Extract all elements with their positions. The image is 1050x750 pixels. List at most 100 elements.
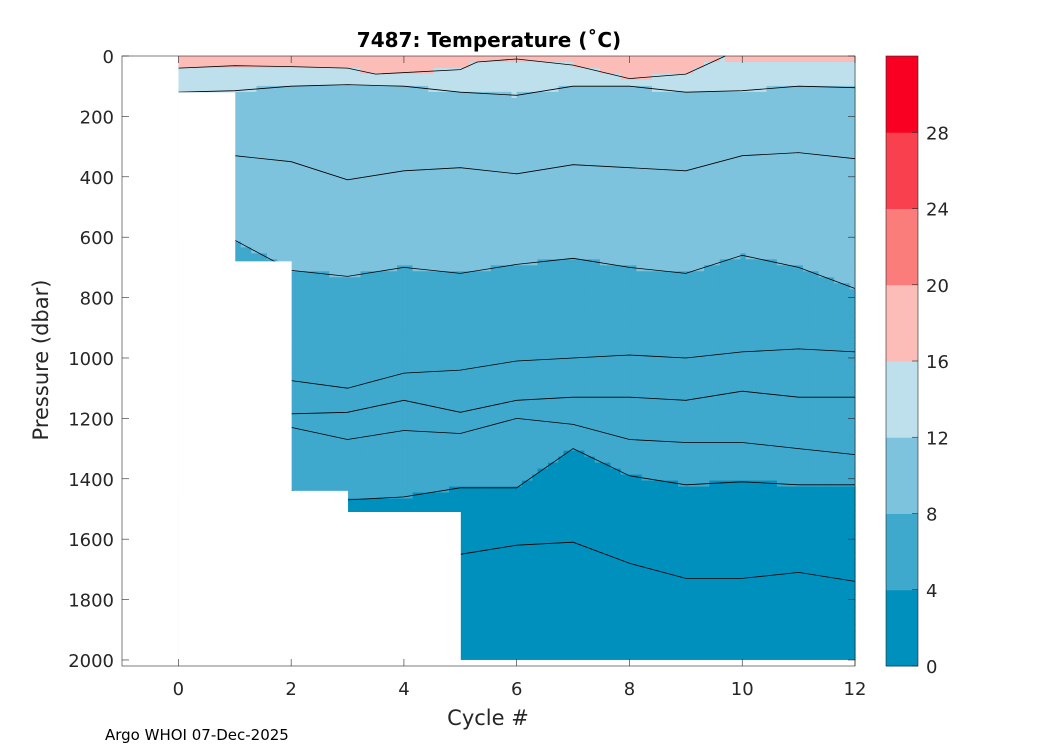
temperature-cell: [396, 115, 403, 123]
temperature-cell: [251, 193, 258, 201]
temperature-cell: [334, 372, 341, 380]
temperature-cell: [433, 205, 440, 213]
temperature-cell: [423, 354, 429, 362]
temperature-cell: [360, 241, 367, 248]
temperature-cell: [344, 97, 351, 105]
temperature-cell: [344, 175, 351, 183]
temperature-cell: [407, 438, 414, 446]
temperature-cell: [391, 61, 398, 69]
temperature-cell: [261, 133, 268, 141]
temperature-cell: [402, 199, 408, 207]
temperature-cell: [417, 97, 424, 105]
temperature-cell: [370, 127, 377, 135]
temperature-cell: [360, 56, 367, 63]
temperature-cell: [381, 217, 388, 225]
temperature-cell: [251, 103, 258, 111]
temperature-cell: [360, 319, 367, 326]
temperature-cell: [376, 402, 382, 410]
temperature-cell: [350, 181, 356, 189]
temperature-cell: [272, 151, 278, 159]
temperature-cell: [412, 414, 419, 422]
temperature-cell: [298, 384, 304, 392]
temperature-cell: [246, 229, 252, 236]
temperature-cell: [365, 253, 372, 260]
temperature-cell: [277, 79, 284, 87]
temperature-cell: [324, 56, 330, 63]
temperature-cell: [396, 498, 403, 506]
temperature-cell: [365, 468, 372, 476]
temperature-cell: [407, 372, 414, 380]
temperature-cell: [324, 79, 330, 87]
temperature-cell: [308, 313, 315, 320]
temperature-cell: [376, 61, 382, 69]
temperature-cell: [344, 331, 351, 338]
temperature-cell: [386, 420, 393, 428]
temperature-cell: [428, 211, 435, 219]
temperature-cell: [334, 67, 341, 75]
temperature-cell: [339, 247, 346, 254]
temperature-cell: [308, 187, 315, 195]
temperature-cell: [350, 79, 356, 87]
temperature-cell: [376, 73, 382, 81]
temperature-cell: [376, 56, 382, 63]
temperature-cell: [396, 109, 403, 117]
temperature-cell: [339, 295, 346, 302]
temperature-cell: [396, 319, 403, 326]
temperature-cell: [423, 151, 429, 159]
temperature-cell: [272, 235, 278, 242]
temperature-cell: [313, 247, 320, 254]
temperature-cell: [365, 211, 372, 219]
temperature-cell: [246, 127, 252, 135]
temperature-cell: [313, 253, 320, 260]
temperature-cell: [240, 187, 247, 195]
temperature-cell: [235, 139, 242, 147]
temperature-cell: [370, 396, 377, 404]
temperature-cell: [318, 181, 325, 189]
temperature-cell: [370, 235, 377, 242]
temperature-cell: [386, 175, 393, 183]
temperature-cell: [292, 229, 299, 236]
temperature-cell: [308, 301, 315, 308]
temperature-cell: [350, 67, 356, 75]
temperature-cell: [402, 103, 408, 111]
temperature-cell: [386, 468, 393, 476]
temperature-cell: [428, 313, 435, 320]
temperature-cell: [376, 408, 382, 416]
temperature-cell: [360, 127, 367, 135]
temperature-cell: [344, 145, 351, 153]
temperature-cell: [334, 139, 341, 147]
temperature-cell: [360, 450, 367, 458]
temperature-cell: [324, 121, 330, 129]
temperature-cell: [381, 241, 388, 248]
temperature-cell: [381, 73, 388, 81]
temperature-cell: [256, 181, 263, 189]
temperature-cell: [391, 354, 398, 362]
temperature-cell: [381, 337, 388, 344]
temperature-cell: [313, 229, 320, 236]
temperature-cell: [298, 438, 304, 446]
temperature-cell: [339, 139, 346, 147]
temperature-cell: [308, 450, 315, 458]
temperature-cell: [365, 295, 372, 302]
temperature-cell: [199, 85, 206, 93]
temperature-cell: [292, 67, 299, 75]
temperature-cell: [246, 169, 252, 177]
temperature-cell: [329, 145, 336, 153]
temperature-cell: [376, 426, 382, 434]
temperature-cell: [407, 56, 414, 63]
temperature-cell: [313, 85, 320, 93]
temperature-cell: [407, 337, 414, 344]
temperature-cell: [298, 360, 304, 368]
temperature-cell: [376, 474, 382, 482]
temperature-cell: [344, 396, 351, 404]
temperature-cell: [370, 283, 377, 290]
temperature-cell: [235, 247, 242, 254]
temperature-cell: [329, 283, 336, 290]
temperature-cell: [402, 295, 408, 302]
temperature-cell: [230, 85, 237, 93]
temperature-cell: [339, 372, 346, 380]
temperature-cell: [396, 480, 403, 488]
temperature-cell: [376, 450, 382, 458]
temperature-cell: [292, 121, 299, 129]
temperature-cell: [329, 175, 336, 183]
